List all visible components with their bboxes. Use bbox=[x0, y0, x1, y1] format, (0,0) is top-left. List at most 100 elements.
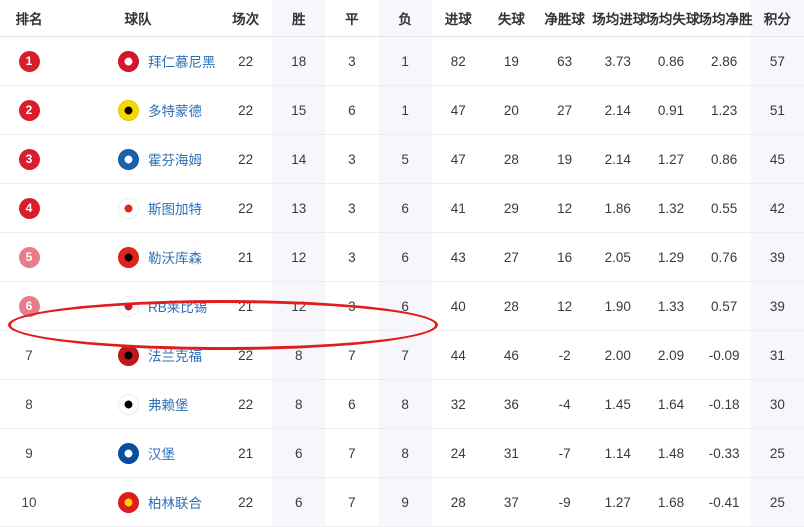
table-row[interactable]: 4 斯图加特 22 13 3 6 41 29 12 1.86 1.32 0.55 42 bbox=[0, 183, 804, 233]
cell-points: 31 bbox=[750, 330, 804, 380]
column-header-points: 积分 bbox=[750, 0, 804, 37]
rank-cell: 10 bbox=[0, 477, 58, 527]
team-crest-icon bbox=[118, 344, 139, 366]
team-crest-icon bbox=[118, 99, 139, 121]
cell-points: 30 bbox=[750, 379, 804, 429]
cell-gd: 12 bbox=[538, 183, 592, 233]
cell-gf: 28 bbox=[431, 477, 485, 527]
cell-win: 18 bbox=[272, 36, 326, 86]
cell-win: 12 bbox=[272, 281, 326, 331]
team-inner: 法兰克福 bbox=[118, 344, 218, 366]
team-name-link[interactable]: RB莱比锡 bbox=[148, 300, 208, 315]
column-header-rank: 排名 bbox=[0, 0, 58, 37]
table-row[interactable]: 6 RB莱比锡 21 12 3 6 40 28 12 1.90 1.33 0.57 39 bbox=[0, 281, 804, 331]
cell-points: 42 bbox=[750, 183, 804, 233]
cell-points: 39 bbox=[750, 232, 804, 282]
team-cell: 拜仁慕尼黑 bbox=[58, 36, 219, 86]
cell-ga: 27 bbox=[484, 232, 539, 282]
team-name-link[interactable]: 汉堡 bbox=[148, 447, 175, 462]
cell-gfpg: 2.14 bbox=[591, 85, 645, 135]
column-header-ga: 失球 bbox=[484, 0, 539, 37]
team-crest-icon bbox=[118, 148, 139, 170]
team-cell: 弗赖堡 bbox=[58, 379, 219, 429]
team-name-link[interactable]: 拜仁慕尼黑 bbox=[148, 55, 216, 70]
cell-gf: 47 bbox=[431, 134, 485, 184]
cell-played: 22 bbox=[219, 379, 273, 429]
cell-win: 15 bbox=[272, 85, 326, 135]
team-inner: RB莱比锡 bbox=[118, 295, 218, 317]
column-header-gapg: 场均失球 bbox=[644, 0, 699, 37]
column-header-gdpg: 场均净胜 bbox=[697, 0, 753, 37]
cell-ga: 19 bbox=[484, 36, 539, 86]
rank-number: 9 bbox=[25, 445, 33, 461]
cell-win: 14 bbox=[272, 134, 326, 184]
cell-played: 22 bbox=[219, 477, 273, 527]
cell-points: 45 bbox=[750, 134, 804, 184]
team-name-link[interactable]: 柏林联合 bbox=[148, 496, 202, 511]
cell-played: 22 bbox=[219, 85, 273, 135]
column-header-gf: 进球 bbox=[431, 0, 485, 37]
cell-gdpg: 0.55 bbox=[697, 183, 751, 233]
cell-gd: 12 bbox=[538, 281, 592, 331]
team-crest-icon bbox=[118, 246, 139, 268]
rank-cell: 8 bbox=[0, 379, 58, 429]
rank-badge: 4 bbox=[18, 197, 40, 219]
table-row[interactable]: 1 拜仁慕尼黑 22 18 3 1 82 19 63 3.73 0.86 2.86 57 bbox=[0, 36, 804, 86]
team-inner: 汉堡 bbox=[118, 442, 218, 464]
table-row[interactable]: 8 弗赖堡 22 8 6 8 32 36 -4 1.45 1.64 -0.18 30 bbox=[0, 379, 804, 429]
table-row[interactable]: 5 勒沃库森 21 12 3 6 43 27 16 2.05 1.29 0.76 39 bbox=[0, 232, 804, 282]
team-crest-icon bbox=[118, 50, 139, 72]
team-name-link[interactable]: 弗赖堡 bbox=[148, 398, 189, 413]
cell-loss: 8 bbox=[378, 379, 432, 429]
cell-win: 13 bbox=[272, 183, 326, 233]
cell-gf: 82 bbox=[431, 36, 485, 86]
table-row[interactable]: 3 霍芬海姆 22 14 3 5 47 28 19 2.14 1.27 0.86 45 bbox=[0, 134, 804, 184]
cell-gdpg: 2.86 bbox=[697, 36, 751, 86]
team-name-link[interactable]: 法兰克福 bbox=[148, 349, 202, 364]
cell-played: 22 bbox=[219, 134, 273, 184]
rank-cell: 3 bbox=[0, 134, 58, 184]
cell-gapg: 1.33 bbox=[644, 281, 698, 331]
team-name-link[interactable]: 斯图加特 bbox=[148, 202, 202, 217]
cell-gfpg: 1.27 bbox=[591, 477, 645, 527]
cell-win: 8 bbox=[272, 330, 326, 380]
table-row[interactable]: 9 汉堡 21 6 7 8 24 31 -7 1.14 1.48 -0.33 25 bbox=[0, 428, 804, 478]
cell-played: 22 bbox=[219, 330, 273, 380]
rank-number: 10 bbox=[21, 494, 37, 510]
cell-draw: 3 bbox=[325, 183, 379, 233]
cell-gapg: 0.91 bbox=[644, 85, 698, 135]
table-row[interactable]: 7 法兰克福 22 8 7 7 44 46 -2 2.00 2.09 -0.09 31 bbox=[0, 330, 804, 380]
table-row[interactable]: 10 柏林联合 22 6 7 9 28 37 -9 1.27 1.68 -0.41 25 bbox=[0, 477, 804, 527]
cell-gdpg: -0.09 bbox=[697, 330, 751, 380]
team-name-link[interactable]: 多特蒙德 bbox=[148, 104, 202, 119]
rank-number: 7 bbox=[25, 347, 33, 363]
team-name-link[interactable]: 霍芬海姆 bbox=[148, 153, 202, 168]
cell-gf: 41 bbox=[431, 183, 485, 233]
cell-win: 6 bbox=[272, 477, 326, 527]
team-name-link[interactable]: 勒沃库森 bbox=[148, 251, 202, 266]
table-row[interactable]: 2 多特蒙德 22 15 6 1 47 20 27 2.14 0.91 1.23 51 bbox=[0, 85, 804, 135]
team-cell: 多特蒙德 bbox=[58, 85, 219, 135]
cell-gdpg: -0.41 bbox=[697, 477, 751, 527]
cell-gfpg: 3.73 bbox=[591, 36, 645, 86]
cell-ga: 28 bbox=[484, 281, 539, 331]
rank-badge: 3 bbox=[18, 148, 40, 170]
cell-gf: 47 bbox=[431, 85, 485, 135]
cell-ga: 46 bbox=[484, 330, 539, 380]
cell-gfpg: 1.86 bbox=[591, 183, 645, 233]
team-cell: 汉堡 bbox=[58, 428, 219, 478]
cell-gd: 27 bbox=[538, 85, 592, 135]
cell-draw: 3 bbox=[325, 134, 379, 184]
cell-ga: 37 bbox=[484, 477, 539, 527]
cell-ga: 29 bbox=[484, 183, 539, 233]
team-inner: 勒沃库森 bbox=[118, 246, 218, 268]
cell-gapg: 1.64 bbox=[644, 379, 698, 429]
cell-gapg: 1.29 bbox=[644, 232, 698, 282]
cell-gd: -9 bbox=[538, 477, 592, 527]
cell-gd: -2 bbox=[538, 330, 592, 380]
rank-number: 8 bbox=[25, 396, 33, 412]
cell-gd: -4 bbox=[538, 379, 592, 429]
cell-win: 8 bbox=[272, 379, 326, 429]
cell-points: 51 bbox=[750, 85, 804, 135]
cell-loss: 5 bbox=[378, 134, 432, 184]
